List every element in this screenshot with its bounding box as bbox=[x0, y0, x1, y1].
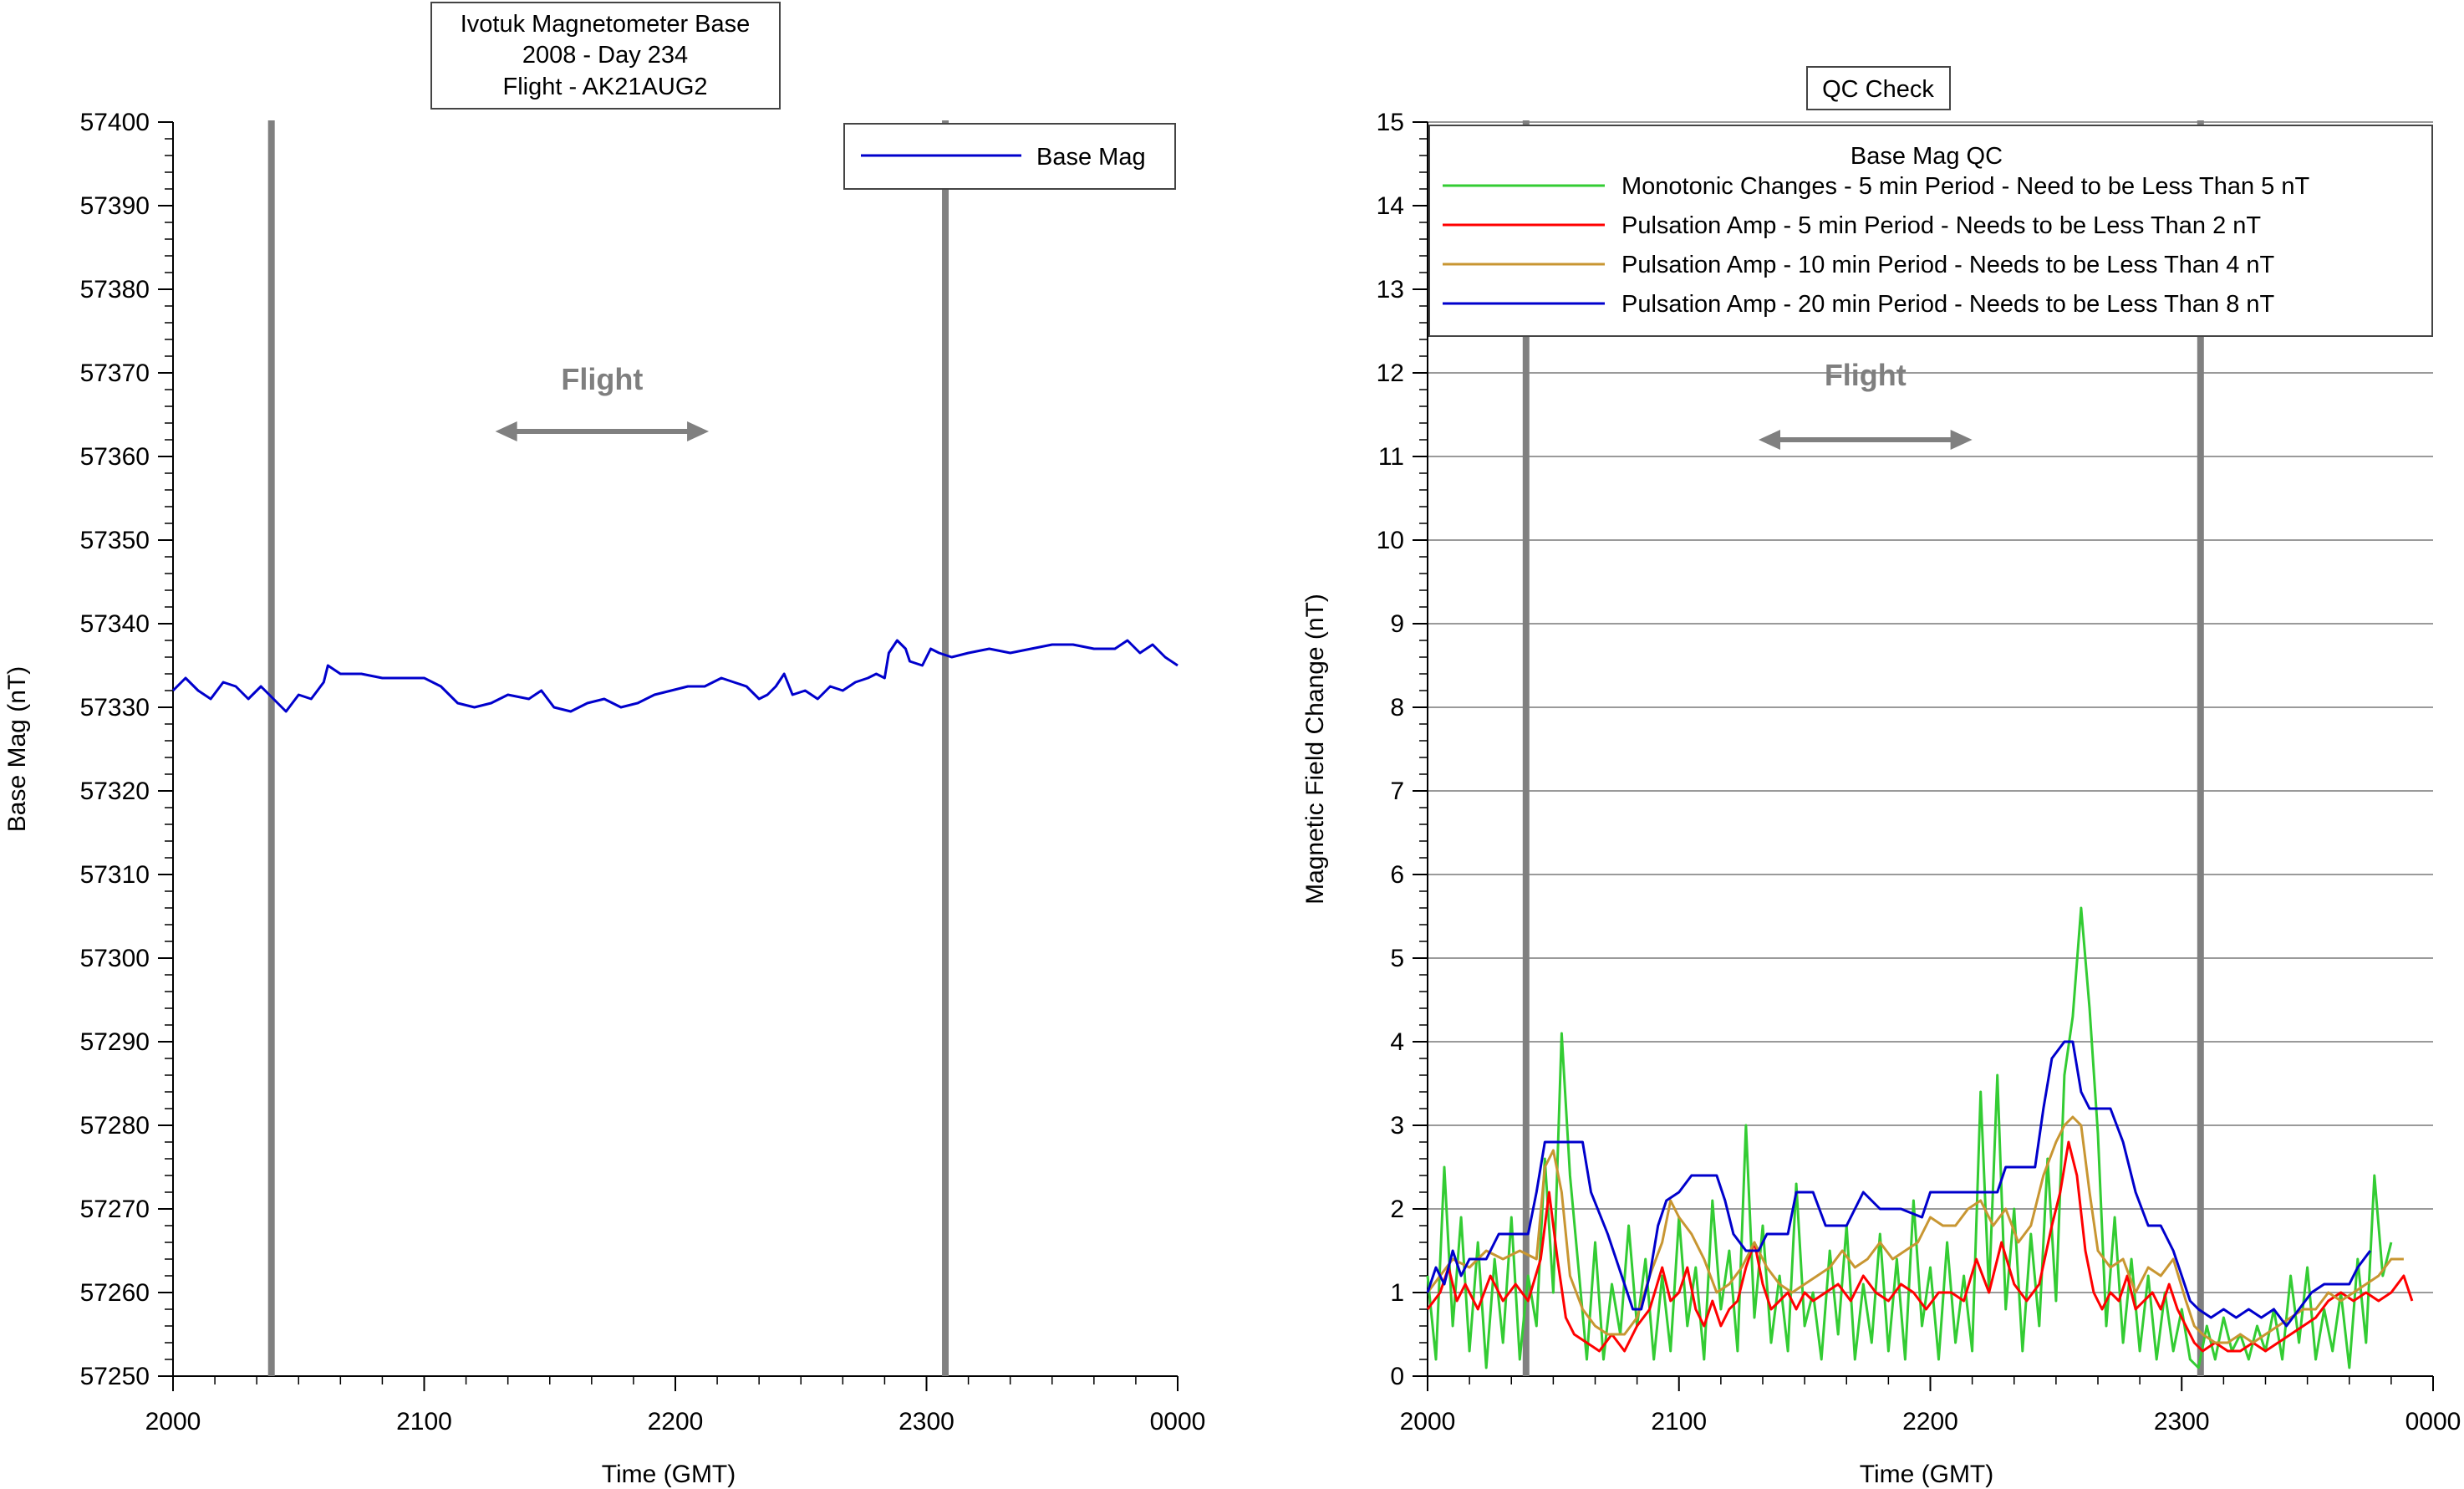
left-y-tick-label: 57380 bbox=[80, 276, 150, 303]
right-y-tick-label: 2 bbox=[1390, 1196, 1404, 1223]
right-legend[interactable]: Base Mag QC Monotonic Changes - 5 min Pe… bbox=[1428, 125, 2433, 337]
left-plot-axes: 57400 57390 57380 57370 57360 57350 57340 57330… bbox=[80, 109, 1206, 1435]
right-y-tick-label: 15 bbox=[1377, 109, 1404, 136]
left-title-box: Ivotuk Magnetometer Base 2008 - Day 234 … bbox=[430, 2, 781, 110]
right-series-group bbox=[1426, 906, 2414, 1369]
left-y-tick-label: 57300 bbox=[80, 945, 150, 972]
right-y-axis-title: Magnetic Field Change (nT) bbox=[1301, 594, 1329, 905]
left-title-line-2: 2008 - Day 234 bbox=[522, 42, 688, 69]
left-y-tick-label: 57250 bbox=[80, 1363, 150, 1390]
right-title-box: QC Check bbox=[1806, 66, 1951, 110]
right-series-line-0 bbox=[1426, 906, 2393, 1369]
right-flight-annotation: Flight bbox=[1758, 358, 1973, 450]
left-flight-arrow-head-right bbox=[687, 421, 710, 441]
left-y-tick-label: 57290 bbox=[80, 1028, 150, 1056]
left-title-line-3: Flight - AK21AUG2 bbox=[503, 74, 708, 100]
left-series-line-0 bbox=[171, 639, 1179, 713]
right-series-line-3 bbox=[1426, 1040, 2371, 1328]
right-y-tick-label: 13 bbox=[1377, 276, 1404, 303]
right-y-tick-label: 3 bbox=[1390, 1112, 1404, 1140]
right-x-tick-label: 2100 bbox=[1651, 1408, 1707, 1435]
left-y-tick-label: 57350 bbox=[80, 527, 150, 554]
left-y-tick-label: 57360 bbox=[80, 443, 150, 471]
right-legend-title: Base Mag QC bbox=[1851, 143, 2003, 170]
right-x-axis-title: Time (GMT) bbox=[1860, 1461, 1994, 1488]
left-y-tick-label: 57340 bbox=[80, 610, 150, 638]
right-y-tick-label: 7 bbox=[1390, 778, 1404, 805]
right-y-tick-label: 14 bbox=[1377, 192, 1404, 220]
left-y-tick-label: 57270 bbox=[80, 1196, 150, 1223]
right-y-tick-label: 8 bbox=[1390, 694, 1404, 722]
left-x-axis-title: Time (GMT) bbox=[602, 1461, 736, 1488]
left-y-tick-label: 57400 bbox=[80, 109, 150, 136]
right-y-tick-label: 12 bbox=[1377, 360, 1404, 387]
right-flight-arrow-head-right bbox=[1950, 430, 1973, 450]
right-legend-label-pulsation-20: Pulsation Amp - 20 min Period - Needs to… bbox=[1621, 291, 2275, 318]
right-flight-arrow-head-left bbox=[1758, 430, 1780, 450]
left-x-tick-label: 0000 bbox=[1150, 1408, 1206, 1435]
left-x-tick-label: 2300 bbox=[899, 1408, 955, 1435]
right-y-tick-label: 6 bbox=[1390, 861, 1404, 889]
left-legend[interactable]: Base Mag bbox=[843, 123, 1176, 190]
left-plot-area bbox=[173, 122, 1178, 1376]
left-legend-label-base-mag: Base Mag bbox=[1036, 144, 1146, 171]
right-y-tick-label: 5 bbox=[1390, 945, 1404, 972]
left-y-tick-label: 57320 bbox=[80, 778, 150, 805]
left-flight-arrow-head-left bbox=[495, 421, 517, 441]
left-x-tick-label: 2000 bbox=[145, 1408, 201, 1435]
right-y-tick-label: 0 bbox=[1390, 1363, 1404, 1390]
left-flight-window bbox=[267, 120, 949, 1376]
right-y-tick-label: 4 bbox=[1390, 1028, 1404, 1056]
right-legend-label-monotonic: Monotonic Changes - 5 min Period - Need … bbox=[1621, 173, 2309, 200]
right-legend-label-pulsation-10: Pulsation Amp - 10 min Period - Needs to… bbox=[1621, 252, 2275, 278]
right-y-tick-label: 9 bbox=[1390, 610, 1404, 638]
right-series-line-1 bbox=[1426, 1140, 2414, 1353]
right-x-tick-label: 2200 bbox=[1902, 1408, 1958, 1435]
right-x-tick-label: 2300 bbox=[2154, 1408, 2210, 1435]
left-y-tick-label: 57330 bbox=[80, 694, 150, 722]
left-y-tick-label: 57370 bbox=[80, 360, 150, 387]
left-x-tick-label: 2100 bbox=[396, 1408, 452, 1435]
right-series-line-2 bbox=[1426, 1115, 2404, 1344]
left-y-tick-label: 57390 bbox=[80, 192, 150, 220]
left-flight-label: Flight bbox=[561, 362, 643, 396]
right-y-tick-label: 10 bbox=[1377, 527, 1404, 554]
left-flight-annotation: Flight bbox=[495, 362, 710, 441]
right-flight-label: Flight bbox=[1825, 358, 1907, 392]
left-y-tick-label: 57260 bbox=[80, 1279, 150, 1307]
left-x-tick-label: 2200 bbox=[648, 1408, 704, 1435]
left-chart: 57400 57390 57380 57370 57360 57350 57340 57330… bbox=[3, 2, 1206, 1488]
right-x-tick-label: 0000 bbox=[2405, 1408, 2461, 1435]
right-title: QC Check bbox=[1822, 76, 1934, 103]
right-y-tick-label: 11 bbox=[1378, 443, 1404, 471]
left-y-axis-title: Base Mag (nT) bbox=[3, 666, 31, 832]
right-legend-label-pulsation-5: Pulsation Amp - 5 min Period - Needs to … bbox=[1621, 212, 2261, 239]
left-y-tick-label: 57310 bbox=[80, 861, 150, 889]
left-series-group bbox=[171, 639, 1179, 713]
left-y-tick-label: 57280 bbox=[80, 1112, 150, 1140]
right-y-tick-label: 1 bbox=[1390, 1279, 1404, 1307]
right-x-tick-label: 2000 bbox=[1400, 1408, 1456, 1435]
left-title-line-1: Ivotuk Magnetometer Base bbox=[461, 11, 751, 38]
